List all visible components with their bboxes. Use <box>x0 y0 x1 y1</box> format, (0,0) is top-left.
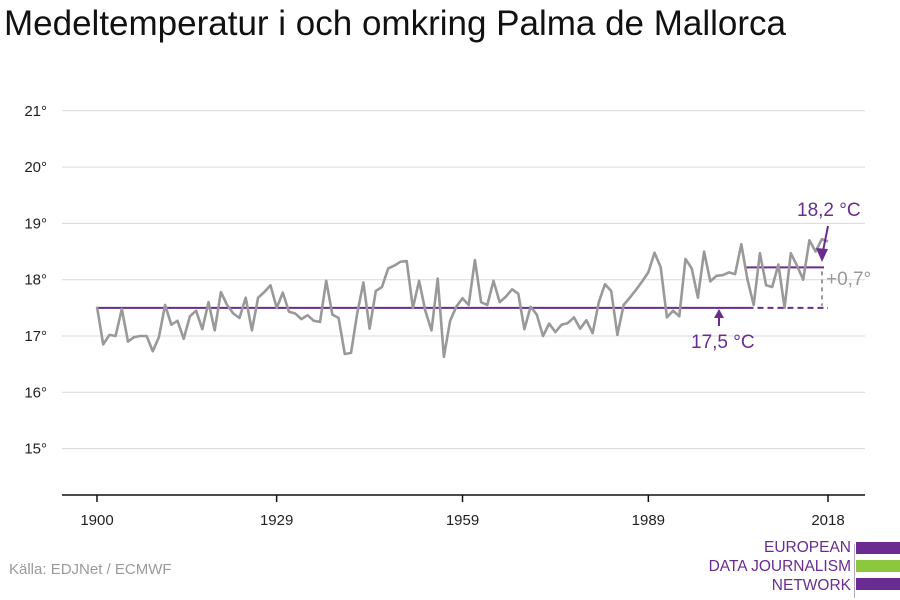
source-note: Källa: EDJNet / ECMWF <box>9 561 172 578</box>
x-tick-label: 1900 <box>80 512 113 529</box>
temperature-series-line <box>95 237 829 359</box>
annotations <box>97 266 828 309</box>
y-tick-label: 15° <box>24 441 47 458</box>
y-tick-label: 17° <box>24 328 47 345</box>
logo-line-2: DATA JOURNALISM <box>708 558 851 575</box>
y-tick-label: 16° <box>24 384 47 401</box>
logo-bar-purple-top <box>856 542 900 554</box>
edjnet-logo: EUROPEAN DATA JOURNALISM NETWORK <box>700 538 900 598</box>
y-axis-labels: 15° 16° 17° 18° 19° 20° 21° <box>24 103 47 458</box>
y-tick-label: 18° <box>24 272 47 289</box>
y-tick-label: 19° <box>24 215 47 232</box>
x-tick-label: 2018 <box>811 512 844 529</box>
baseline-label: 17,5 °C <box>691 332 755 353</box>
logo-divider <box>854 544 855 598</box>
difference-label: +0,7° <box>826 269 871 290</box>
logo-bar-purple-bottom <box>856 578 900 590</box>
x-tick-label: 1989 <box>632 512 665 529</box>
annotation-labels: 18,2 °C 17,5 °C +0,7° <box>691 200 871 353</box>
y-tick-label: 21° <box>24 103 47 120</box>
x-tick-label: 1959 <box>446 512 479 529</box>
logo-line-1: EUROPEAN <box>764 539 851 556</box>
y-tick-label: 20° <box>24 159 47 176</box>
gridlines <box>62 110 865 450</box>
series-layer <box>95 237 829 359</box>
baseline-arrowhead <box>714 309 724 318</box>
x-axis: 1900 1929 1959 1989 2018 <box>62 494 865 529</box>
x-tick-label: 1929 <box>260 512 293 529</box>
recent-average-label: 18,2 °C <box>797 200 861 221</box>
logo-line-3: NETWORK <box>771 577 851 594</box>
recent-average-arrowhead <box>816 248 828 262</box>
chart-title: Medeltemperatur i och omkring Palma de M… <box>4 4 786 43</box>
logo-bar-green <box>856 560 900 572</box>
recent-average-arrow <box>822 225 829 252</box>
